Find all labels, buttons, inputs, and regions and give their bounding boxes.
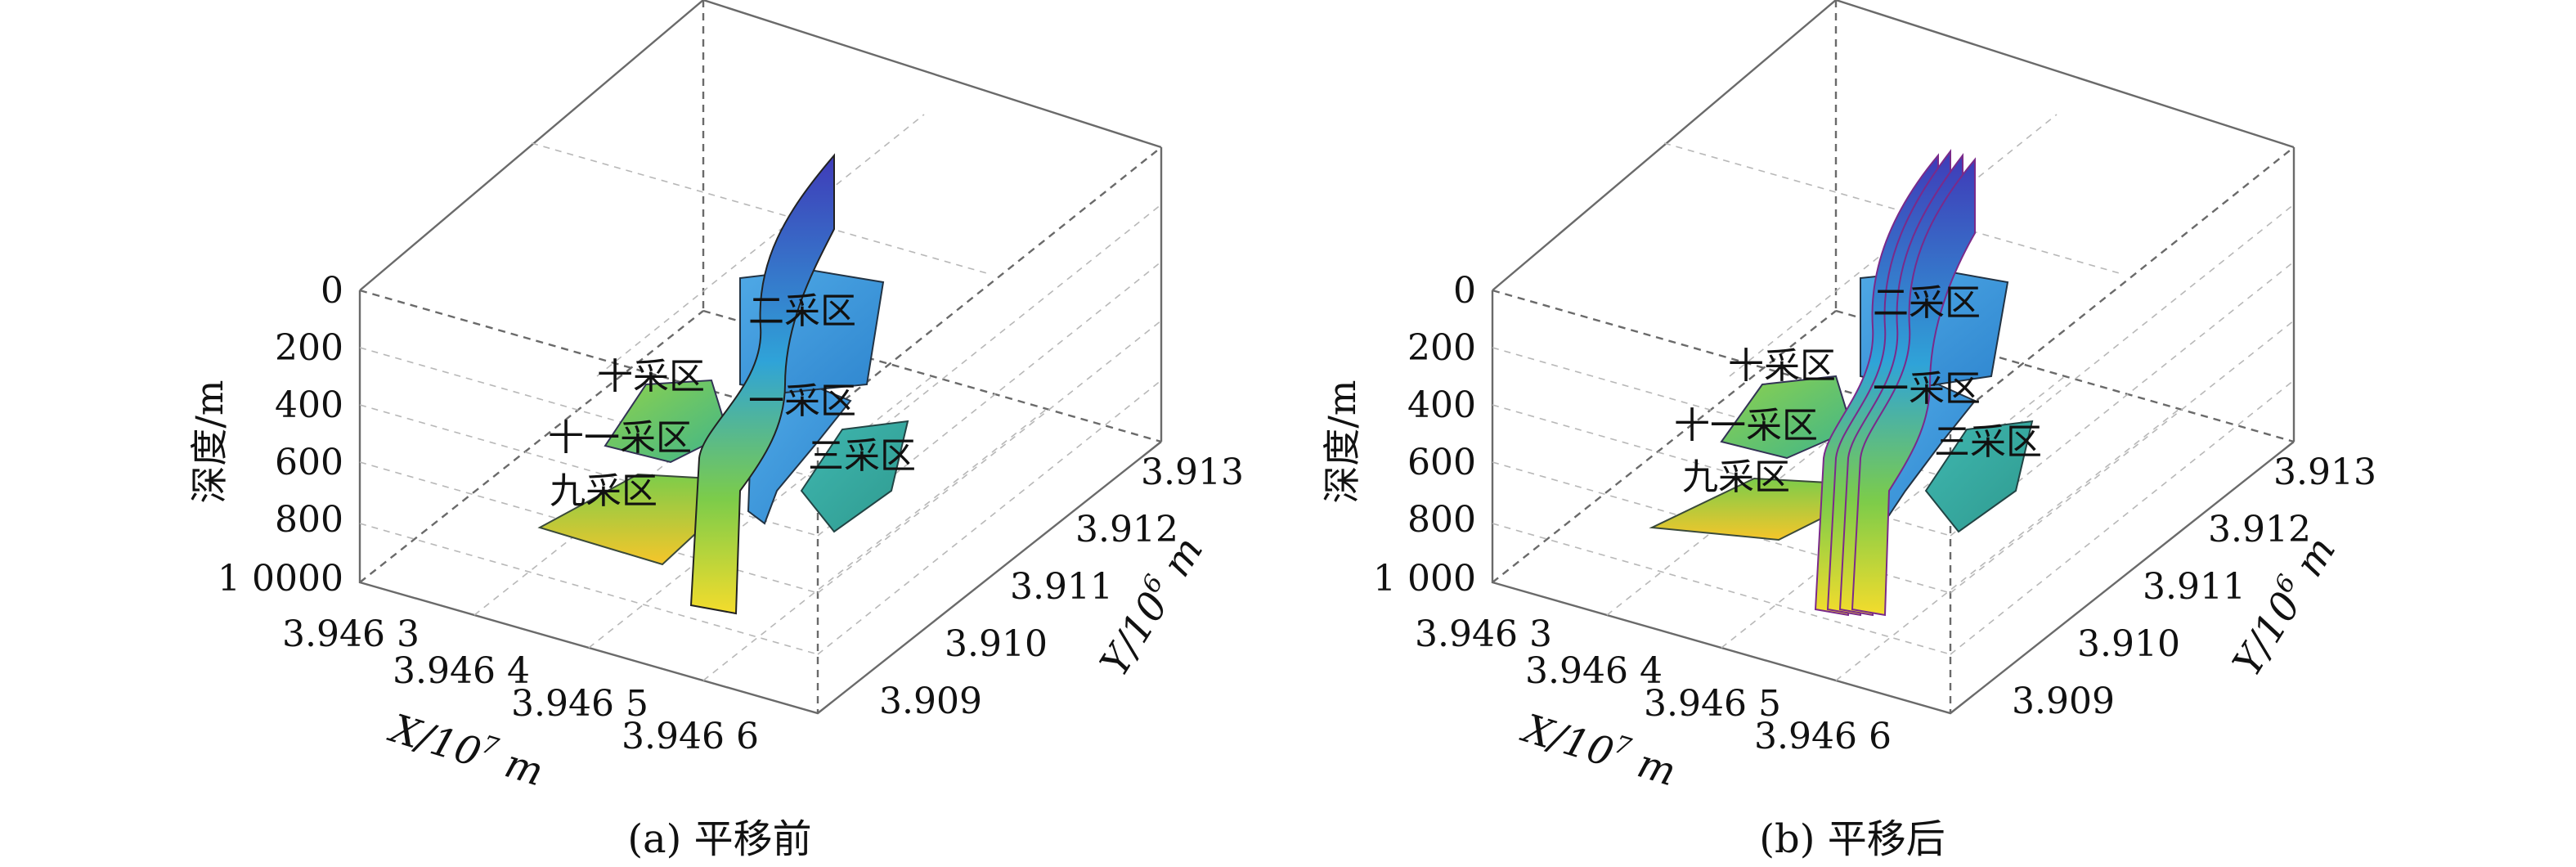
surface-eleven-b: [1720, 375, 1854, 460]
y-tick: 3.910: [2077, 623, 2180, 665]
panel-a: 0 200 400 600 800 1 0000 深度/m 3.946 3 3.…: [187, 0, 1244, 862]
z-ticks-b: 0 200 400 600 800 1 000: [1373, 270, 1476, 600]
region-label: 十采区: [597, 356, 705, 398]
z-tick: 600: [275, 442, 343, 483]
x-tick: 3.946 5: [511, 683, 648, 725]
y-tick: 3.910: [945, 623, 1048, 665]
y-ticks-b: 3.909 3.910 3.911 3.912 3.913: [2012, 451, 2376, 722]
y-tick: 3.911: [2143, 566, 2246, 608]
panel-b: 0 200 400 600 800 1 000 深度/m 3.946 3 3.9…: [1320, 0, 2376, 862]
z-tick: 600: [1407, 442, 1476, 483]
z-tick: 1 0000: [218, 558, 343, 600]
y-tick: 3.913: [2273, 451, 2376, 493]
x-tick: 3.946 6: [622, 716, 759, 757]
y-tick: 3.912: [2208, 509, 2311, 550]
y-tick: 3.912: [1075, 509, 1178, 550]
z-tick: 0: [321, 270, 343, 312]
y-ticks-a: 3.909 3.910 3.911 3.912 3.913: [879, 451, 1244, 722]
region-label: 十采区: [1728, 345, 1836, 387]
x-ticks-a: 3.946 3 3.946 4 3.946 5 3.946 6: [282, 613, 759, 757]
region-label: 一采区: [1873, 368, 1981, 410]
z-tick: 200: [1407, 327, 1476, 369]
x-tick: 3.946 4: [393, 650, 530, 692]
x-tick: 3.946 5: [1644, 683, 1781, 725]
y-tick: 3.913: [1141, 451, 1244, 493]
surfaces-b: [1649, 149, 2034, 617]
z-tick: 1 000: [1373, 558, 1476, 600]
region-label: 九采区: [550, 470, 657, 512]
z-tick: 400: [1407, 384, 1476, 426]
region-label: 九采区: [1682, 456, 1790, 498]
region-label: 二采区: [1873, 282, 1981, 324]
surfaces-a: [537, 153, 909, 615]
region-label: 十一采区: [1674, 405, 1818, 447]
x-tick: 3.946 3: [1415, 613, 1552, 655]
z-tick: 0: [1453, 270, 1476, 312]
z-tick: 400: [275, 384, 343, 426]
region-label: 三采区: [1934, 421, 2042, 463]
surface-eleven-a: [604, 379, 729, 464]
region-label: 三采区: [808, 435, 916, 477]
fault-surface-b4: [1851, 157, 1976, 617]
z-axis-label-b: 深度/m: [1320, 380, 1364, 503]
z-tick: 800: [275, 499, 343, 541]
x-tick: 3.946 3: [282, 613, 420, 655]
y-tick: 3.911: [1010, 566, 1113, 608]
region-label: 二采区: [748, 290, 856, 332]
y-tick: 3.909: [2012, 681, 2115, 722]
z-ticks-a: 0 200 400 600 800 1 0000: [218, 270, 343, 600]
surface-three-b: [1924, 420, 2034, 533]
caption-b: (b) 平移后: [1759, 816, 1945, 862]
region-labels-a: 二采区 十采区 一采区 十一采区 三采区 九采区: [548, 290, 916, 512]
z-axis-label-a: 深度/m: [187, 380, 231, 503]
z-tick: 800: [1407, 499, 1476, 541]
caption-a: (a) 平移前: [627, 816, 811, 862]
region-labels-b: 二采区 十采区 一采区 十一采区 三采区 九采区: [1674, 282, 2042, 498]
x-ticks-b: 3.946 3 3.946 4 3.946 5 3.946 6: [1415, 613, 1892, 757]
z-tick: 200: [275, 327, 343, 369]
region-label: 十一采区: [548, 417, 692, 459]
region-label: 一采区: [748, 380, 856, 422]
x-tick: 3.946 4: [1525, 650, 1663, 692]
surface-three-a: [800, 420, 909, 533]
x-tick: 3.946 6: [1754, 716, 1892, 757]
fault-surface-a: [689, 153, 835, 615]
y-tick: 3.909: [879, 681, 982, 722]
